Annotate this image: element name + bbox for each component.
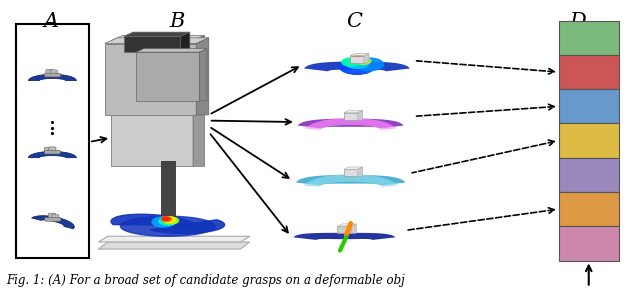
Bar (350, 56, 364, 63)
Circle shape (351, 56, 363, 61)
FancyBboxPatch shape (45, 217, 61, 221)
Circle shape (354, 56, 364, 60)
Polygon shape (296, 175, 406, 185)
Circle shape (339, 58, 375, 74)
Bar (344, 113, 358, 120)
Polygon shape (358, 111, 363, 120)
Polygon shape (337, 224, 356, 226)
Bar (16, 24, 89, 258)
Polygon shape (137, 49, 207, 52)
Polygon shape (306, 118, 396, 130)
Circle shape (162, 217, 170, 221)
FancyBboxPatch shape (49, 213, 56, 219)
FancyBboxPatch shape (44, 150, 61, 154)
Polygon shape (32, 216, 75, 229)
Circle shape (163, 217, 175, 223)
Polygon shape (304, 62, 410, 71)
Polygon shape (304, 174, 398, 187)
FancyBboxPatch shape (52, 215, 59, 221)
Text: D: D (569, 12, 586, 31)
Text: Fig. 1: (A) For a broad set of candidate grasps on a deformable obj: Fig. 1: (A) For a broad set of candidate… (6, 274, 405, 287)
Bar (137, 52, 199, 101)
Bar (124, 36, 180, 52)
FancyBboxPatch shape (44, 147, 51, 154)
Polygon shape (293, 233, 396, 240)
Bar (337, 226, 351, 233)
Polygon shape (124, 32, 190, 36)
FancyBboxPatch shape (49, 147, 56, 153)
Polygon shape (298, 119, 404, 128)
Circle shape (159, 217, 176, 225)
FancyBboxPatch shape (50, 70, 58, 76)
FancyBboxPatch shape (46, 69, 53, 76)
Circle shape (356, 58, 384, 71)
Bar (559, 192, 619, 226)
Circle shape (353, 56, 361, 59)
Polygon shape (364, 53, 369, 63)
Bar (559, 55, 619, 89)
Polygon shape (111, 35, 204, 41)
Text: A: A (44, 12, 59, 31)
Bar (344, 169, 358, 176)
Circle shape (342, 58, 360, 66)
Circle shape (354, 57, 367, 63)
Bar (559, 89, 619, 124)
Polygon shape (150, 220, 224, 233)
Bar (559, 21, 619, 55)
Polygon shape (199, 49, 207, 101)
FancyBboxPatch shape (44, 73, 61, 77)
Polygon shape (99, 242, 250, 249)
Polygon shape (111, 214, 197, 225)
Polygon shape (180, 32, 190, 52)
Polygon shape (99, 236, 250, 242)
Bar (105, 43, 196, 115)
Circle shape (356, 58, 371, 64)
Polygon shape (344, 111, 363, 113)
Circle shape (162, 217, 172, 221)
Bar (559, 158, 619, 192)
Circle shape (346, 58, 368, 68)
Polygon shape (344, 167, 363, 169)
Circle shape (152, 217, 174, 227)
Polygon shape (28, 151, 76, 158)
Bar (559, 124, 619, 158)
Text: B: B (169, 12, 185, 31)
Polygon shape (28, 74, 76, 81)
Polygon shape (350, 53, 369, 56)
Polygon shape (196, 38, 209, 115)
Bar (161, 161, 174, 223)
Polygon shape (193, 35, 204, 166)
Polygon shape (105, 38, 209, 43)
Bar (111, 41, 193, 166)
Polygon shape (358, 167, 363, 176)
Polygon shape (351, 224, 356, 233)
Bar (559, 226, 619, 261)
Text: C: C (346, 12, 362, 31)
Circle shape (164, 217, 178, 224)
Polygon shape (121, 216, 215, 236)
